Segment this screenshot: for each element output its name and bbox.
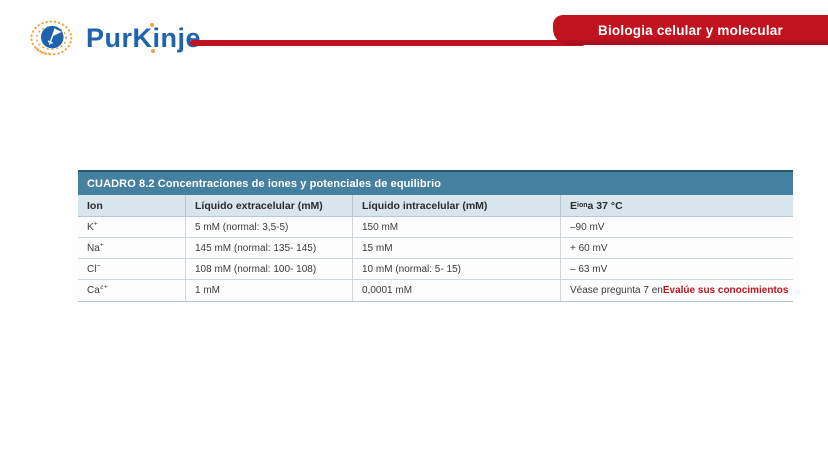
table-row-chloride: Cl– 108 mM (normal: 100- 108) 10 mM (nor… [78,259,793,280]
brand-inje: inje [152,22,202,53]
header-divider-rule [190,40,585,46]
course-banner-label: Biologia celular y molecular [598,22,783,38]
ion-superscript: 2+ [99,285,108,291]
intracellular-cell: 15 mM [352,238,560,258]
ion-symbol: Ca [87,285,100,296]
ion-cell: K+ [78,222,185,233]
ion-superscript: + [93,221,98,228]
brand-k: K [132,22,155,53]
ion-symbol: K [87,221,94,233]
ion-superscript: – [96,263,101,270]
potential-cell: + 60 mV [560,238,793,258]
column-header-ion: Ion [87,199,103,212]
intracellular-cell: 10 mM (normal: 5- 15) [352,259,560,279]
table-title-bar: CUADRO 8.2 Concentraciones de iones y po… [78,172,793,195]
note-prefix: Véase pregunta 7 en [570,285,663,296]
potential-cell: –90 mV [560,217,793,237]
intracellular-cell: 0,0001 mM [352,280,560,301]
table-row-sodium: Na+ 145 mM (normal: 135- 145) 15 mM + 60… [78,238,793,259]
ion-symbol: Cl [87,263,97,275]
column-header-intracellular: Líquido intracelular (mM) [352,195,560,216]
potential-symbol: E [570,199,578,212]
ion-table: CUADRO 8.2 Concentraciones de iones y po… [78,170,793,302]
table-row-potassium: K+ 5 mM (normal: 3,5-5) 150 mM –90 mV [78,217,793,238]
extracellular-cell: 1 mM [185,280,352,301]
brand-pur: Pur [86,22,133,53]
table-row-calcium: Ca2+ 1 mM 0,0001 mM Véase pregunta 7 en … [78,280,793,301]
brand-text: PurKinje [86,22,202,53]
ion-superscript: + [99,242,104,249]
potential-cell: – 63 mV [560,259,793,279]
ion-cell: Ca2+ [78,285,185,296]
ion-cell: Cl– [78,264,185,275]
ion-symbol: Na [87,242,100,254]
see-question-note: Véase pregunta 7 en Evalúe sus conocimie… [560,280,793,301]
extracellular-cell: 145 mM (normal: 135- 145) [185,238,352,258]
extracellular-cell: 108 mM (normal: 100- 108) [185,259,352,279]
extracellular-cell: 5 mM (normal: 3,5-5) [185,217,352,237]
ion-cell: Na+ [78,243,185,254]
intracellular-cell: 150 mM [352,217,560,237]
course-banner: Biologia celular y molecular [553,15,828,45]
evaluate-knowledge-highlight: Evalúe sus conocimientos [662,285,789,296]
header-logo: PurKinje [28,14,201,62]
table-title: CUADRO 8.2 Concentraciones de iones y po… [87,177,442,190]
purkinje-brain-icon [30,20,73,56]
column-header-extracellular: Líquido extracelular (mM) [185,195,352,216]
potential-rest: a 37 °C [587,199,623,212]
column-header-row: Ion Líquido extracelular (mM) Líquido in… [78,195,793,217]
